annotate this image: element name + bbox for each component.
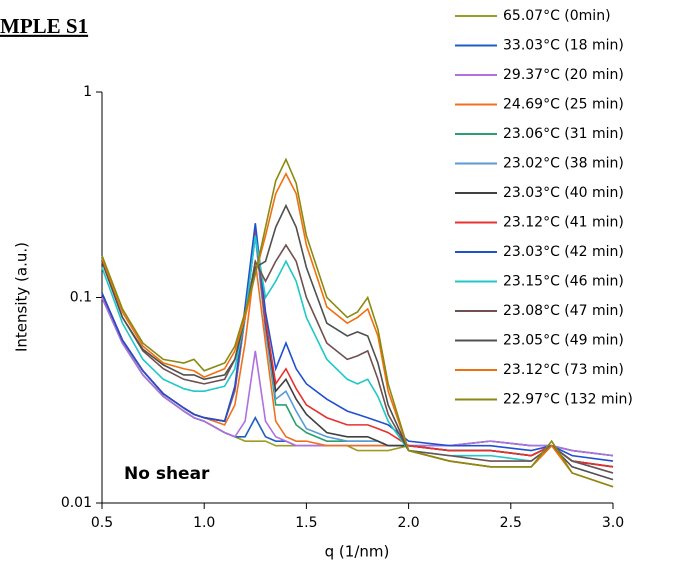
legend-label: 23.12°C (73 min) bbox=[503, 362, 624, 378]
data-line bbox=[101, 235, 614, 474]
legend-label: 29.37°C (20 min) bbox=[503, 67, 624, 83]
legend-label: 24.69°C (25 min) bbox=[503, 97, 624, 113]
x-tick-label: 1.0 bbox=[193, 515, 215, 531]
data-line bbox=[101, 235, 614, 468]
legend-label: 23.15°C (46 min) bbox=[503, 274, 624, 290]
legend-label: 22.97°C (132 min) bbox=[503, 392, 633, 408]
x-tick-label: 2.5 bbox=[500, 515, 522, 531]
x-tick-label: 0.5 bbox=[91, 515, 113, 531]
data-line bbox=[101, 235, 614, 468]
chart-title: MPLE S1 bbox=[0, 14, 88, 38]
x-tick-label: 1.5 bbox=[295, 515, 317, 531]
legend-label: 33.03°C (18 min) bbox=[503, 38, 624, 54]
legend-label: 65.07°C (0min) bbox=[503, 8, 611, 24]
y-tick-label: 1 bbox=[83, 84, 92, 100]
legend-label: 23.05°C (49 min) bbox=[503, 333, 624, 349]
y-tick-label: 0.1 bbox=[70, 290, 92, 306]
x-axis-label: q (1/nm) bbox=[325, 543, 390, 561]
legend-label: 23.03°C (42 min) bbox=[503, 244, 624, 260]
y-tick-label: 0.01 bbox=[61, 495, 92, 511]
data-line bbox=[101, 297, 614, 457]
data-line bbox=[101, 157, 614, 488]
legend-label: 23.02°C (38 min) bbox=[503, 156, 624, 172]
legend-label: 23.06°C (31 min) bbox=[503, 126, 624, 142]
legend-label: 23.12°C (41 min) bbox=[503, 215, 624, 231]
data-line bbox=[101, 223, 614, 462]
x-tick-label: 2.0 bbox=[397, 515, 419, 531]
legend-label: 23.03°C (40 min) bbox=[503, 185, 624, 201]
annotation: No shear bbox=[124, 464, 210, 484]
x-tick-label: 3.0 bbox=[602, 515, 624, 531]
data-line bbox=[101, 243, 614, 474]
y-axis-label: Intensity (a.u.) bbox=[13, 242, 31, 352]
legend-label: 23.08°C (47 min) bbox=[503, 303, 624, 319]
